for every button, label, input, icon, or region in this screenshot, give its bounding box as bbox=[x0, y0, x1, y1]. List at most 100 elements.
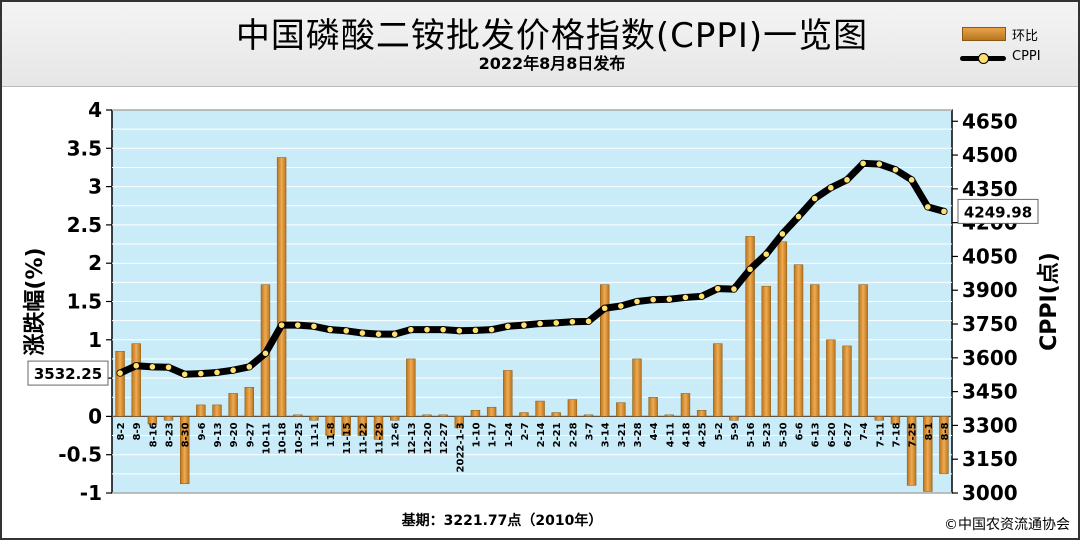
change-bar bbox=[616, 402, 626, 417]
cppi-point bbox=[520, 321, 528, 329]
change-bar bbox=[810, 284, 820, 417]
cppi-point bbox=[794, 212, 803, 221]
change-bar bbox=[293, 414, 303, 417]
category-label: 1-17 bbox=[488, 422, 499, 447]
cppi-point bbox=[633, 297, 641, 306]
change-bar bbox=[761, 285, 771, 417]
category-label: 8-30 bbox=[181, 422, 192, 447]
category-label: 6-13 bbox=[811, 422, 822, 447]
category-label: 3-14 bbox=[601, 422, 612, 447]
change-bar bbox=[503, 370, 513, 417]
cppi-point bbox=[617, 302, 625, 310]
change-bar bbox=[923, 416, 933, 492]
right-axis-title: CPPI(点) bbox=[1036, 252, 1062, 351]
category-label: 9-20 bbox=[229, 422, 240, 447]
category-label: 12-6 bbox=[391, 422, 402, 447]
cppi-point bbox=[552, 319, 560, 327]
cppi-point bbox=[488, 326, 496, 334]
cppi-point bbox=[827, 184, 835, 192]
start-value-label: 3532.25 bbox=[34, 365, 102, 383]
change-bar bbox=[422, 414, 432, 417]
category-label: 2-28 bbox=[568, 422, 579, 447]
cppi-point bbox=[148, 363, 156, 371]
left-tick-label: 2 bbox=[88, 251, 102, 275]
change-bar bbox=[519, 412, 529, 417]
change-bar bbox=[131, 343, 141, 417]
category-label: 6-6 bbox=[795, 422, 806, 440]
left-tick-label: 1.5 bbox=[67, 290, 102, 314]
cppi-point bbox=[294, 321, 302, 329]
category-label: 4-18 bbox=[681, 422, 692, 447]
change-bar bbox=[244, 387, 255, 417]
cppi-point bbox=[908, 176, 916, 184]
cppi-point bbox=[374, 330, 383, 338]
category-label: 9-6 bbox=[197, 422, 208, 440]
change-bar bbox=[600, 284, 610, 417]
change-bar bbox=[874, 416, 884, 421]
right-tick-label: 4350 bbox=[962, 177, 1018, 201]
cppi-point bbox=[245, 363, 253, 371]
legend-item-bar: 环比 bbox=[960, 24, 1075, 44]
change-bar bbox=[196, 404, 206, 417]
legend: 环比 CPPI bbox=[960, 22, 1075, 72]
cppi-point bbox=[391, 330, 399, 338]
cppi-point bbox=[181, 370, 189, 378]
cppi-point bbox=[132, 362, 140, 370]
cppi-point bbox=[536, 319, 544, 328]
change-bar bbox=[341, 416, 351, 436]
category-label: 7-25 bbox=[908, 422, 919, 447]
category-label: 8-2 bbox=[116, 422, 127, 440]
category-label: 8-9 bbox=[132, 422, 143, 440]
cppi-point bbox=[811, 194, 819, 203]
category-label: 2-21 bbox=[552, 422, 563, 447]
left-tick-label: 1 bbox=[88, 328, 102, 352]
change-bar bbox=[890, 416, 901, 425]
category-label: 9-27 bbox=[245, 422, 256, 447]
category-label: 6-20 bbox=[827, 422, 838, 447]
change-bar bbox=[276, 157, 287, 417]
end-value-box bbox=[957, 198, 1039, 224]
change-bar bbox=[228, 393, 238, 417]
left-tick-label: 0 bbox=[88, 404, 102, 428]
cppi-point bbox=[342, 327, 350, 335]
category-label: 5-2 bbox=[714, 422, 725, 440]
cppi-point bbox=[601, 304, 609, 312]
category-label: 12-20 bbox=[423, 422, 434, 454]
right-tick-label: 3300 bbox=[962, 413, 1018, 437]
category-label: 2-7 bbox=[520, 422, 531, 440]
category-label: 11-29 bbox=[375, 422, 386, 454]
category-label: 11-1 bbox=[310, 422, 321, 447]
change-bar bbox=[470, 410, 481, 417]
copyright: ©中国农资流通协会 bbox=[944, 517, 1070, 533]
left-axis-title: 涨跌幅(%) bbox=[23, 247, 48, 355]
change-bar bbox=[745, 236, 755, 417]
category-label: 4-4 bbox=[649, 422, 660, 440]
category-label: 8-16 bbox=[148, 422, 159, 447]
category-label: 3-28 bbox=[633, 422, 644, 447]
category-label: 8-8 bbox=[940, 422, 951, 440]
category-label: 10-11 bbox=[261, 422, 272, 454]
right-tick-label: 4650 bbox=[962, 109, 1018, 133]
legend-bar-label: 环比 bbox=[1012, 29, 1039, 44]
change-bar bbox=[842, 345, 852, 417]
category-label: 8-23 bbox=[165, 422, 176, 447]
category-label: 5-16 bbox=[746, 422, 757, 447]
change-bar bbox=[115, 351, 125, 417]
right-tick-label: 4500 bbox=[962, 143, 1018, 167]
change-bar bbox=[486, 406, 497, 417]
legend-item-line: CPPI bbox=[960, 48, 1075, 68]
cppi-point bbox=[213, 368, 221, 377]
cppi-point bbox=[859, 159, 867, 167]
change-bar bbox=[567, 399, 578, 417]
cppi-point bbox=[471, 326, 480, 334]
legend-line-label: CPPI bbox=[1012, 49, 1041, 64]
end-value-label: 4249.98 bbox=[964, 203, 1032, 221]
change-bar bbox=[793, 264, 804, 417]
cppi-point bbox=[730, 285, 738, 293]
category-label: 11-8 bbox=[326, 422, 337, 447]
change-bar bbox=[632, 358, 642, 417]
category-label: 7-11 bbox=[875, 422, 886, 447]
right-tick-label: 3600 bbox=[962, 346, 1018, 370]
right-tick-label: 3900 bbox=[962, 278, 1018, 302]
